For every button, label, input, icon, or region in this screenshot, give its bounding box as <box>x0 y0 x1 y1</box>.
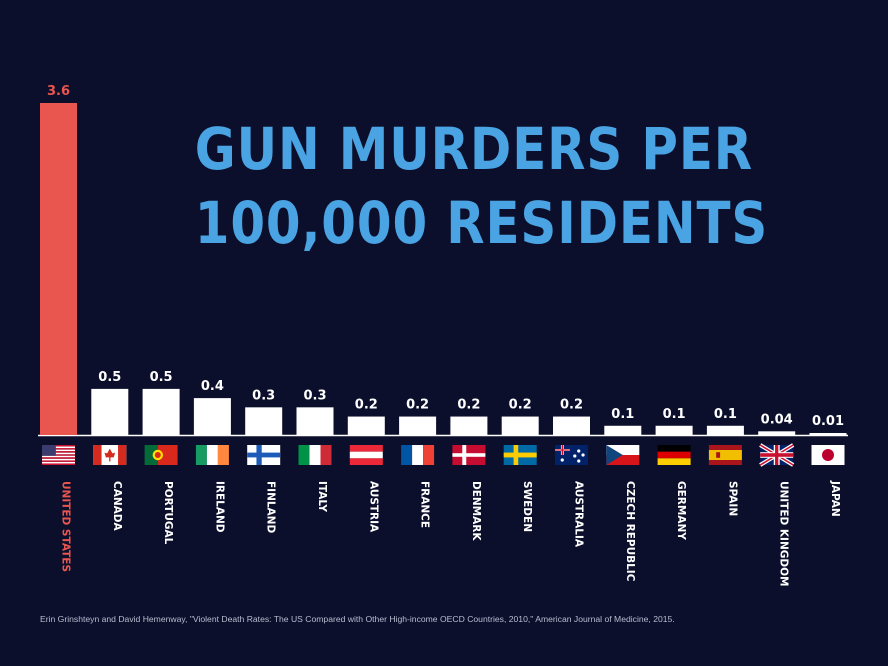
category-label: AUSTRIA <box>367 481 379 533</box>
dk-flag <box>452 445 486 465</box>
category-label: GERMANY <box>675 481 687 540</box>
chart-title: GUN MURDERS PER 100,000 RESIDENTS <box>194 112 769 260</box>
chart-title-line-2: 100,000 RESIDENTS <box>194 189 769 257</box>
gb-flag <box>759 443 795 467</box>
bar <box>245 407 283 435</box>
fr-flag <box>401 445 435 465</box>
se-flag <box>503 445 537 465</box>
category-label: SWEDEN <box>521 481 533 532</box>
category-label: UNITED STATES <box>60 481 72 572</box>
bar <box>706 425 744 435</box>
it-flag <box>298 445 332 465</box>
bar-value-label: 0.01 <box>812 414 844 429</box>
category-label: JAPAN <box>829 480 841 517</box>
bar-value-label: 0.2 <box>355 398 378 413</box>
bar-value-label: 0.2 <box>560 398 583 413</box>
category-label: FRANCE <box>419 481 431 528</box>
bar <box>604 425 642 435</box>
category-label: FINLAND <box>265 481 277 533</box>
bar-value-label: 0.3 <box>303 388 326 403</box>
bar-value-label: 0.1 <box>611 407 634 422</box>
bar <box>347 416 385 435</box>
au-flag <box>555 445 588 465</box>
de-flag <box>657 445 691 465</box>
bar-value-label: 3.6 <box>47 84 70 99</box>
bar-value-label: 0.2 <box>406 398 429 413</box>
bar-value-label: 0.1 <box>714 407 737 422</box>
category-label: PORTUGAL <box>162 481 174 545</box>
category-label: DENMARK <box>470 481 482 541</box>
jp-flag <box>811 445 845 465</box>
bar <box>399 416 437 435</box>
bar-value-label: 0.3 <box>252 388 275 403</box>
category-label: CZECH REPUBLIC <box>624 481 636 582</box>
at-flag <box>349 445 383 465</box>
bar <box>553 416 590 435</box>
ca-flag <box>93 445 127 465</box>
bar <box>142 388 180 435</box>
category-label: ITALY <box>316 481 328 512</box>
bar <box>501 416 539 435</box>
bar-value-label: 0.04 <box>761 412 793 427</box>
bar <box>296 407 334 435</box>
pt-flag <box>144 445 178 465</box>
bar-value-label: 0.2 <box>457 398 480 413</box>
source-citation: Erin Grinshteyn and David Hemenway, "Vio… <box>40 614 675 624</box>
category-label: SPAIN <box>726 481 738 516</box>
category-label: AUSTRALIA <box>573 481 585 548</box>
bar <box>655 425 693 435</box>
bar <box>91 388 129 435</box>
bar <box>809 433 847 435</box>
bar-value-label: 0.4 <box>201 379 224 394</box>
fi-flag <box>247 445 281 465</box>
bar-value-label: 0.5 <box>150 370 173 385</box>
category-label: UNITED KINGDOM <box>778 481 790 586</box>
chart-title-line-1: GUN MURDERS PER <box>194 115 754 183</box>
bar-value-label: 0.1 <box>663 407 686 422</box>
bar-value-label: 0.5 <box>98 370 121 385</box>
bar <box>193 398 231 435</box>
ie-flag <box>195 445 229 465</box>
us-flag <box>42 445 75 465</box>
bar <box>758 431 796 435</box>
bar <box>450 416 488 435</box>
bar <box>40 103 77 435</box>
bar-value-label: 0.2 <box>509 398 532 413</box>
category-label: CANADA <box>111 481 123 531</box>
cz-flag <box>606 445 640 465</box>
es-flag <box>708 445 742 465</box>
category-label: IRELAND <box>213 481 225 533</box>
